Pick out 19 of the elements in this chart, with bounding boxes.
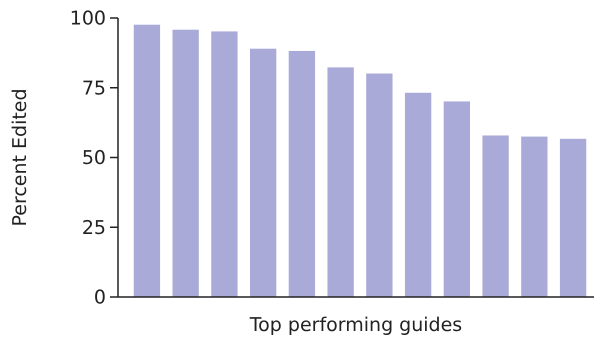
y-tick-label: 0 (94, 286, 106, 309)
bar (404, 92, 432, 297)
bar (250, 48, 276, 297)
y-tick-label: 50 (82, 147, 106, 170)
bar (366, 74, 393, 297)
bar (134, 24, 160, 297)
bar (521, 136, 548, 297)
bar (444, 101, 470, 297)
bar (482, 135, 509, 297)
bar (327, 67, 354, 297)
y-tick-label: 100 (70, 8, 106, 30)
bar (288, 50, 316, 297)
bar (560, 138, 586, 297)
y-axis-title: Percent Edited (9, 88, 31, 227)
bar (172, 30, 199, 297)
y-tick-label: 25 (82, 216, 106, 239)
y-tick-label: 75 (82, 77, 106, 100)
bar (211, 31, 238, 297)
x-axis-title: Top performing guides (248, 314, 462, 336)
